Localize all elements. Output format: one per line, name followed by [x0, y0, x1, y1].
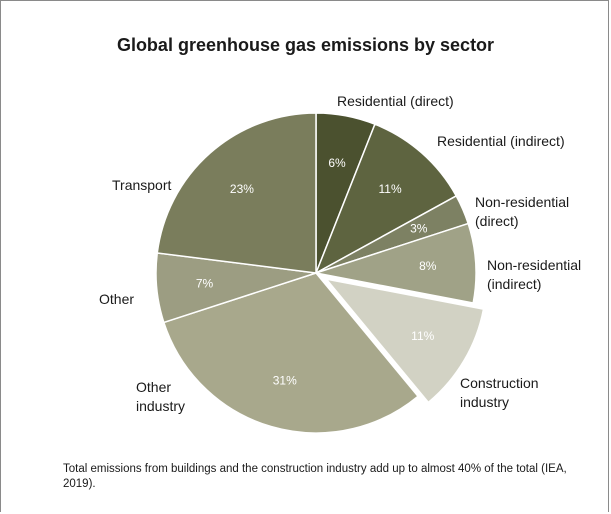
- slice-value-label: 11%: [378, 182, 401, 196]
- slice-value-label: 11%: [411, 329, 434, 343]
- pie-slice-transport: [156, 112, 317, 274]
- slice-category-label: Non-residential (indirect): [487, 257, 581, 292]
- slice-category-label: Other industry: [136, 379, 185, 414]
- slice-value-label: 31%: [273, 374, 297, 388]
- pie-slice-construction-industry: [324, 277, 485, 404]
- slice-value-label: 6%: [328, 156, 346, 170]
- chart-title: Global greenhouse gas emissions by secto…: [116, 35, 495, 55]
- slice-value-label: 3%: [410, 222, 428, 236]
- slice-value-label: 23%: [230, 182, 254, 196]
- slice-value-label: 8%: [419, 259, 437, 273]
- frame-bottom-mask: [0, 512, 611, 514]
- slice-category-label: Construction industry: [460, 375, 539, 410]
- slice-category-label: Non-residential (direct): [475, 194, 569, 229]
- slice-category-label: Residential (direct): [337, 93, 454, 109]
- slice-category-label: Residential (indirect): [437, 133, 565, 149]
- footnote: Total emissions from buildings and the c…: [63, 463, 567, 490]
- pie-slice-residential-indirect: [314, 123, 458, 275]
- pie-slice-non-residential-indirect: [315, 222, 477, 304]
- slice-value-label: 7%: [196, 277, 214, 291]
- pie-slice-other-industry: [162, 272, 420, 434]
- slice-category-label: Transport: [112, 177, 172, 193]
- slice-category-label: Other: [99, 291, 134, 307]
